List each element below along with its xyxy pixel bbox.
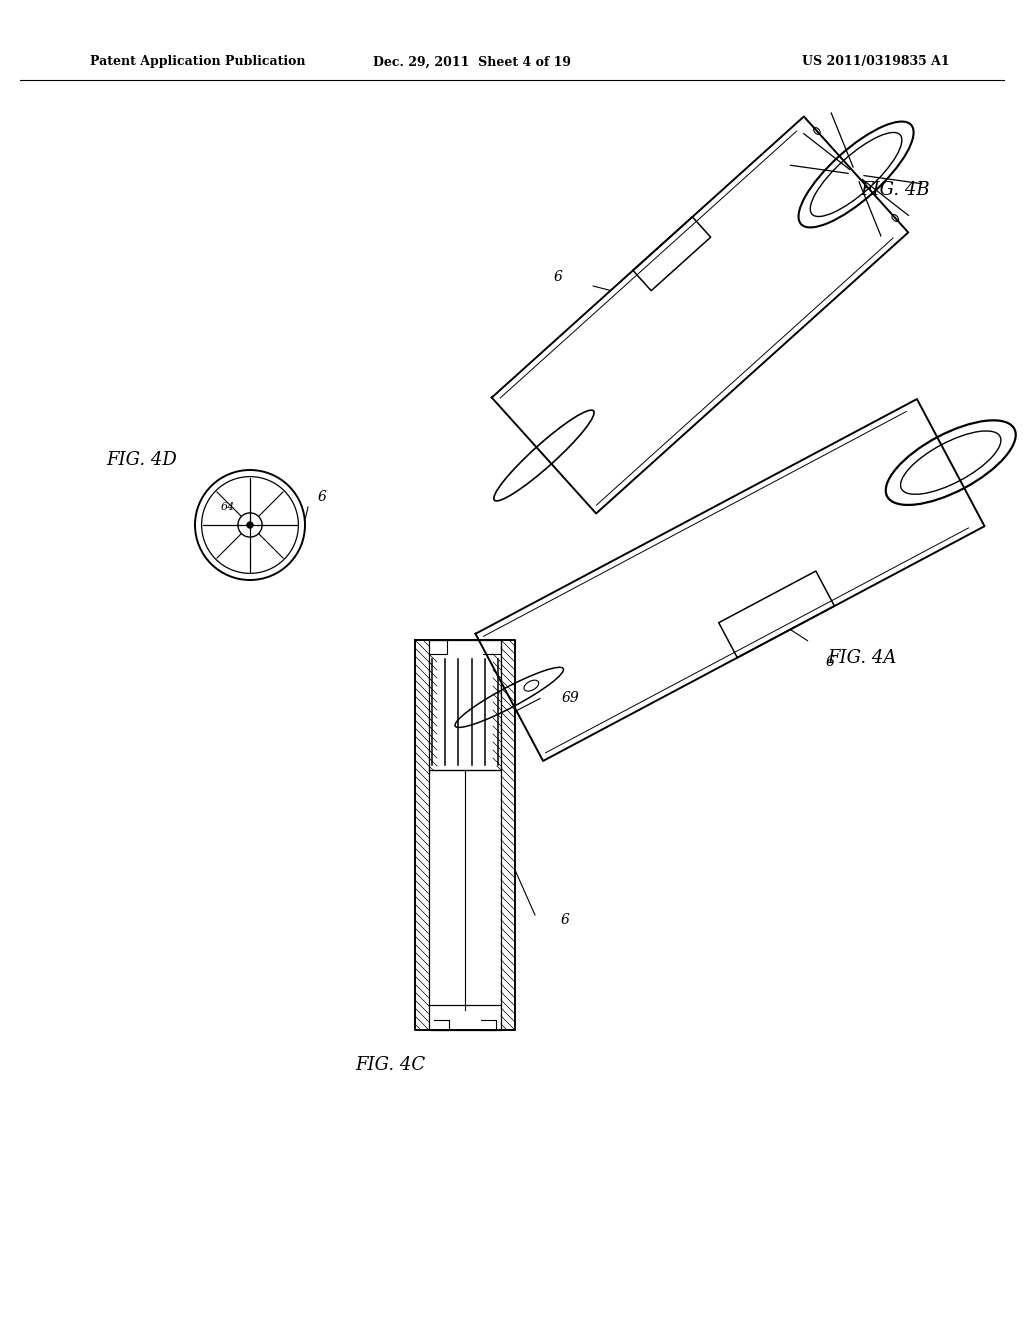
Text: 69: 69 [561,692,579,705]
Text: 6: 6 [317,490,327,504]
Text: 6: 6 [554,271,562,284]
Text: FIG. 4D: FIG. 4D [106,451,177,469]
Text: FIG. 4C: FIG. 4C [355,1056,425,1074]
Text: 64: 64 [221,502,236,512]
Text: FIG. 4A: FIG. 4A [827,649,897,667]
Text: US 2011/0319835 A1: US 2011/0319835 A1 [803,55,950,69]
Circle shape [247,521,253,528]
Text: Patent Application Publication: Patent Application Publication [90,55,305,69]
Text: 6: 6 [826,656,835,669]
Text: Dec. 29, 2011  Sheet 4 of 19: Dec. 29, 2011 Sheet 4 of 19 [373,55,571,69]
Text: FIG. 4B: FIG. 4B [860,181,930,199]
Text: 6: 6 [560,913,569,927]
